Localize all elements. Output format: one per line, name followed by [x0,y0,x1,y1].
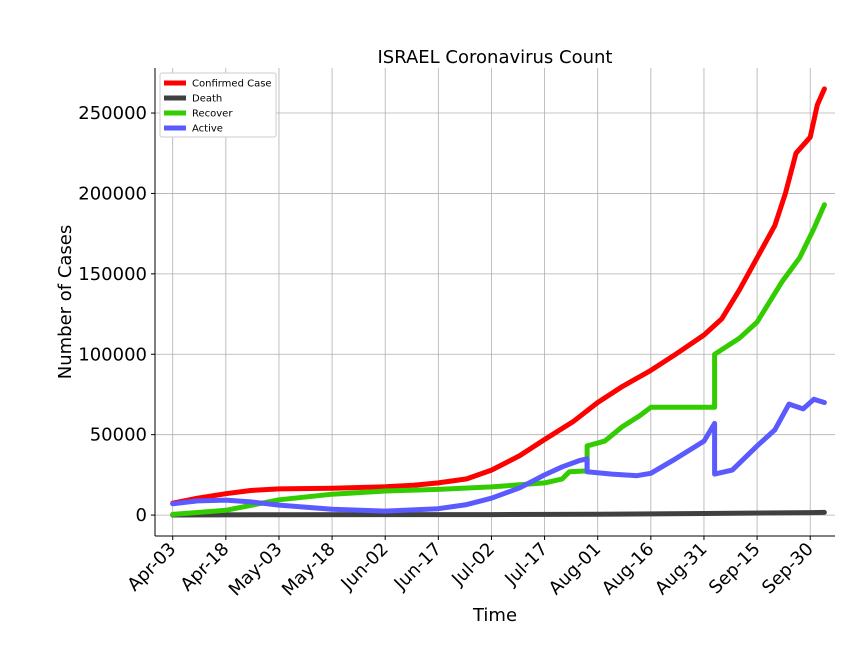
legend: Confirmed Case Death Recover Active [159,72,277,138]
y-tick-label: 250000 [78,103,147,124]
x-tick-label: Jul-17 [500,539,552,591]
y-tick-label: 50000 [90,425,147,446]
series-line-active [170,396,827,514]
x-tick-label: Jun-17 [390,539,446,595]
series-line-death [170,509,827,518]
y-axis-label: Number of Cases [55,225,76,380]
chart-title: ISRAEL Coronavirus Count [377,47,612,68]
series-lines [170,86,827,518]
y-tick-label: 100000 [78,344,147,365]
legend-entry-label: Recover [192,109,233,120]
y-tick-label: 0 [136,505,147,526]
x-tick-label: Aug-01 [545,539,605,599]
y-ticks: 0 50000 100000 150000 200000 250000 [78,103,155,526]
legend-entry-label: Active [192,124,223,135]
x-tick-label: May-03 [225,539,287,601]
legend-frame [159,72,277,138]
x-tick-label: Aug-31 [651,539,711,599]
x-tick-label: Sep-15 [705,539,765,599]
x-tick-label: Apr-03 [123,539,180,596]
x-tick-label: Aug-16 [598,539,658,599]
legend-entry-label: Death [192,94,222,105]
x-tick-label: Jun-02 [337,539,393,595]
axes [154,68,835,537]
x-axis-label: Time [472,605,517,626]
x-tick-label: Sep-30 [758,539,818,599]
legend-entry-label: Confirmed Case [192,79,272,90]
x-tick-label: Jul-02 [447,539,499,591]
y-tick-label: 200000 [78,183,147,204]
series-line-recover [170,202,827,517]
y-tick-label: 150000 [78,264,147,285]
x-tick-label: May-18 [278,539,340,601]
series-line-confirmed-case [170,86,827,506]
